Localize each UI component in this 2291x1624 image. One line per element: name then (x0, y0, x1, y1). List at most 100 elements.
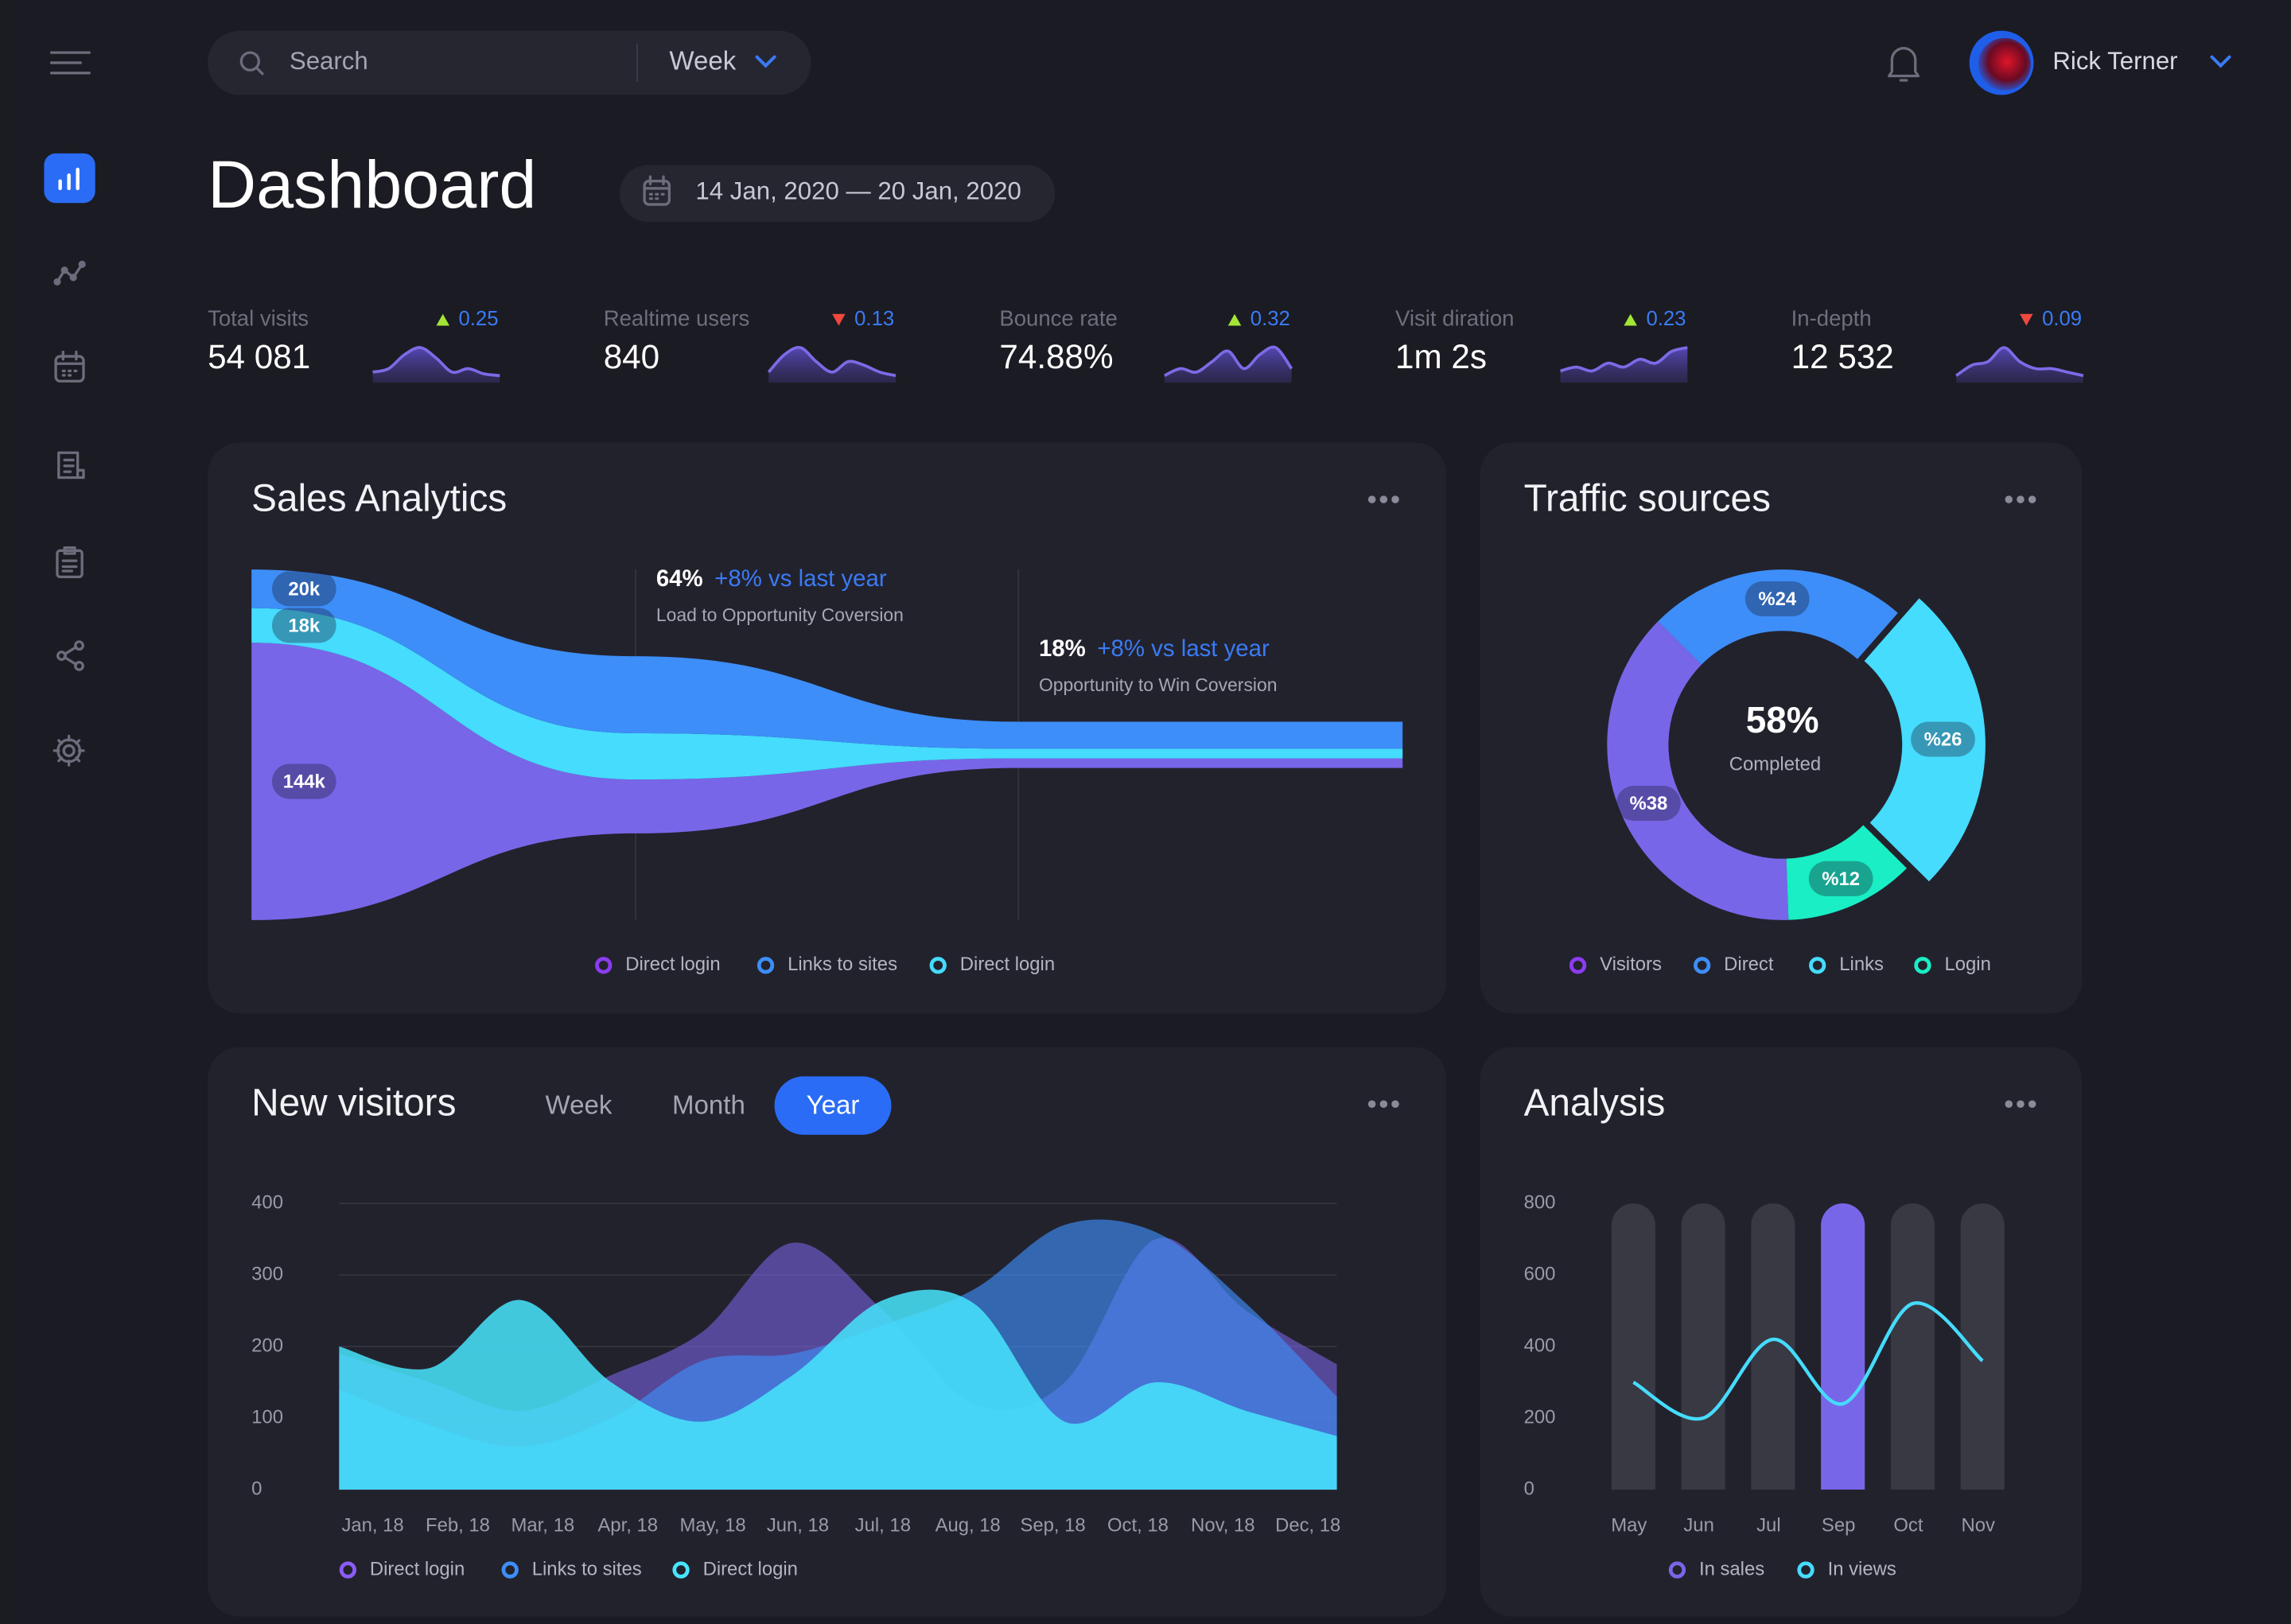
legend-marker (1668, 1561, 1686, 1579)
x-tick-label: Feb, 18 (426, 1514, 490, 1536)
legend-label: In views (1828, 1558, 1896, 1579)
value-label: 144k (283, 771, 326, 793)
slice-label: %38 (1629, 793, 1667, 814)
y-tick-label: 800 (1524, 1191, 1556, 1213)
tab[interactable]: Month (672, 1091, 745, 1121)
kpi-value: 74.88% (999, 338, 1113, 375)
kpi-change: 0.23 (1646, 308, 1686, 330)
tab-active-bg[interactable] (774, 1076, 892, 1135)
legend-marker (1809, 957, 1826, 974)
x-tick-label: Jul, 18 (855, 1514, 911, 1536)
legend-label: Login (1944, 954, 1990, 975)
legend-label: In sales (1699, 1558, 1764, 1579)
legend-marker (1693, 957, 1711, 974)
sparkline-area (1560, 348, 1688, 383)
nav-settings[interactable] (53, 734, 85, 767)
x-tick-label: Jul (1756, 1514, 1781, 1536)
legend-label: Visitors (1600, 954, 1662, 975)
legend-label: Direct login (370, 1558, 465, 1579)
legend-marker (501, 1561, 519, 1579)
value-label-bg (271, 571, 336, 607)
notifications[interactable] (1888, 47, 1920, 82)
slice-label-bg (1911, 721, 1975, 757)
date-range: 14 Jan, 2020 — 20 Jan, 2020 (695, 177, 1021, 205)
center-value: 58% (1746, 699, 1819, 740)
area (339, 1289, 1337, 1490)
tab[interactable]: Week (546, 1091, 613, 1121)
x-tick-label: Oct (1893, 1514, 1923, 1536)
slice-label-bg (1745, 581, 1810, 617)
kpi-label: Bounce rate (999, 305, 1117, 330)
sparkline-area (768, 347, 896, 383)
y-tick-label: 100 (251, 1406, 283, 1428)
kpi-value: 54 081 (208, 338, 310, 375)
more-button[interactable] (2005, 1100, 2036, 1109)
tab[interactable]: Year (807, 1091, 860, 1121)
annotation-text: Opportunity to Win Coversion (1039, 674, 1278, 695)
trend-down (2020, 313, 2033, 326)
nav-tasks[interactable] (56, 546, 84, 579)
sparkline (1955, 346, 2084, 378)
x-tick-label: Jun (1683, 1514, 1713, 1536)
y-tick-label: 400 (251, 1191, 283, 1213)
period-dropdown[interactable]: Week (669, 47, 776, 76)
y-tick-label: 200 (1524, 1406, 1556, 1428)
x-tick-label: Jan, 18 (341, 1514, 403, 1536)
more-button[interactable] (1367, 495, 1399, 503)
x-tick-label: Mar, 18 (511, 1514, 575, 1536)
annotation-value: 18% (1039, 635, 1086, 662)
x-tick-label: Jun, 18 (767, 1514, 829, 1536)
date-picker[interactable]: 14 Jan, 2020 — 20 Jan, 2020 (619, 165, 1056, 223)
sparkline-area (1956, 348, 2083, 383)
legend-marker (595, 957, 613, 974)
bar (1751, 1203, 1795, 1490)
trend-up (1624, 313, 1637, 326)
value-label-bg (271, 608, 336, 643)
x-tick-label: May, 18 (680, 1514, 746, 1536)
trend-up (1227, 313, 1242, 326)
kpi-value: 840 (604, 338, 659, 375)
bar (1890, 1203, 1935, 1490)
more-button[interactable] (1367, 1100, 1399, 1109)
trend-up (436, 313, 449, 326)
donut-slice (1658, 569, 1898, 665)
sparkline (1560, 346, 1688, 373)
trend-down (832, 313, 846, 326)
search-box[interactable]: Search (208, 30, 811, 95)
x-tick-label: Sep, 18 (1020, 1514, 1085, 1536)
x-tick-label: May (1611, 1514, 1647, 1536)
funnel-band (251, 608, 1403, 780)
y-tick-label: 600 (1524, 1263, 1556, 1284)
sparkline (767, 345, 897, 378)
legend-marker (757, 957, 775, 974)
kpi-change: 0.32 (1251, 308, 1290, 330)
y-tick-label: 0 (1524, 1478, 1534, 1499)
menu-button[interactable] (49, 51, 91, 75)
x-tick-label: Sep (1822, 1514, 1855, 1536)
panel-title: Analysis (1524, 1082, 1666, 1125)
slice-label-bg (1808, 861, 1873, 896)
nav-reports[interactable] (57, 451, 85, 480)
kpi-label: Realtime users (604, 305, 750, 330)
legend-label: Links to sites (532, 1558, 642, 1579)
value-label-bg (271, 763, 336, 799)
slice-label: %12 (1822, 868, 1860, 890)
kpi-label: Visit diration (1395, 305, 1514, 330)
legend-label: Direct login (703, 1558, 798, 1579)
sparkline (372, 346, 500, 378)
nav-calendar[interactable] (54, 350, 85, 383)
kpi-label: Total visits (208, 305, 309, 330)
user-menu[interactable]: Rick Terner (1969, 30, 2231, 95)
slice-label: %24 (1758, 589, 1796, 610)
nav-share[interactable] (56, 640, 84, 671)
kpi-label: In-depth (1791, 305, 1872, 330)
donut-slice (1607, 621, 1789, 920)
nav-analytics[interactable] (53, 260, 86, 286)
x-tick-label: Apr, 18 (597, 1514, 658, 1536)
more-button[interactable] (2005, 495, 2036, 503)
donut-slice (1786, 825, 1908, 920)
funnel-band (251, 643, 1403, 920)
kpi-change: 0.13 (854, 308, 894, 330)
panel-title: New visitors (251, 1082, 456, 1125)
nav-dashboard[interactable] (44, 153, 95, 204)
